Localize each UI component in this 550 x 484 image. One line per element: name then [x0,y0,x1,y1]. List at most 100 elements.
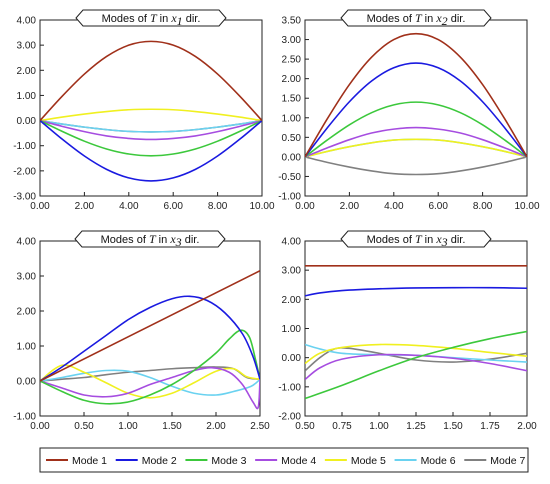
series-line-mode-3 [305,101,527,158]
y-tick-label: 0.50 [282,133,302,144]
y-tick-label: 1.00 [282,113,302,124]
y-tick-label: 4.00 [17,16,37,27]
legend: Mode 1 Mode 2 Mode 3 Mode 4 Mode 5 Mode 6 Mode… [39,447,529,473]
title-tag [74,230,226,248]
chart-title: Modes of T in x3 dir. [340,230,492,249]
y-tick-label: -1.00 [278,192,301,203]
y-tick-label: -2.00 [278,412,301,423]
title-tag [340,9,492,27]
series-line-mode-1 [305,32,527,158]
chart-title: Modes of T in x2 dir. [340,9,492,28]
series-line-mode-2 [40,119,262,182]
series-line-mode-5 [40,364,260,399]
y-tick-label: 2.00 [17,307,37,318]
y-tick-label: 0.00 [17,377,37,388]
title-tag [75,9,227,27]
x-tick-label: 6.00 [163,201,183,212]
y-tick-label: 1.50 [282,94,302,105]
y-tick-label: 1.00 [282,324,302,335]
y-tick-label: 0.00 [17,116,37,127]
x-tick-label: 0.50 [295,421,315,432]
title-tag [340,230,492,248]
x-tick-label: 0.00 [295,201,315,212]
plot-frame [304,19,528,197]
x-tick-label: 0.00 [30,201,50,212]
y-tick-label: -2.00 [13,166,36,177]
series-line-mode-5 [305,343,527,365]
chart-title-text: Modes of T in x3 dir. [367,232,466,249]
x-tick-label: 1.25 [406,421,426,432]
y-tick-label: -1.00 [278,382,301,393]
x-tick-label: 8.00 [208,201,228,212]
y-tick-label: 3.00 [282,266,302,277]
series-line-mode-7 [305,346,527,372]
x-tick-label: 8.00 [473,201,493,212]
series-line-mode-5 [40,108,262,122]
y-tick-label: -1.00 [13,141,36,152]
chart-title: Modes of T in x1 dir. [75,9,227,28]
x-tick-label: 6.00 [428,201,448,212]
series-lines [40,40,262,182]
series-line-mode-2 [305,286,527,297]
chart-panels: 0.00 2.00 4.00 6.00 8.00 10.00 -3.00 -2.00 -1.00… [13,9,540,432]
legend-label: Mode 4 [281,455,316,467]
legend-item-mode-1: Mode 1 [46,455,107,467]
y-tick-label: 3.50 [282,16,302,27]
x-tick-label: 2.00 [206,421,226,432]
legend-label: Mode 6 [421,455,456,467]
y-tick-label: 4.00 [282,237,302,248]
x-tick-label: 1.50 [162,421,182,432]
x-tick-label: 1.75 [480,421,500,432]
y-tick-label: 3.00 [17,41,37,52]
y-tick-label: 0.00 [282,353,302,364]
series-line-mode-1 [40,40,262,122]
x-tick-label: 2.00 [75,201,95,212]
legend-item-mode-5: Mode 5 [324,455,386,467]
chart-title-text: Modes of T in x2 dir. [367,11,466,28]
series-line-mode-2 [40,295,260,382]
y-tick-label: 3.00 [17,272,37,283]
series-line-mode-3 [40,119,262,157]
series-lines [40,270,260,410]
legend-item-mode-4: Mode 4 [255,455,316,467]
chart-panel-3: 0.00 0.50 1.00 1.50 2.00 2.50-1.000.001.002.0… [13,230,270,432]
legend-item-mode-6: Mode 6 [394,455,456,467]
y-tick-label: 3.00 [282,35,302,46]
x-tick-label: 4.00 [384,201,404,212]
y-tick-label: 1.00 [17,342,37,353]
x-tick-label: 2.00 [517,421,537,432]
series-lines [305,32,527,176]
y-tick-label: 1.00 [17,91,37,102]
x-tick-label: 1.50 [443,421,463,432]
y-tick-label: 2.50 [282,55,302,66]
chart-panel-4: 0.50 0.75 1.00 1.25 1.50 1.75 2.00 -2.00 -1.00 0.… [278,230,537,432]
plot-frame [304,240,528,417]
series-line-mode-4 [305,353,527,381]
y-tick-label: -0.50 [278,172,301,183]
x-tick-label: 4.00 [119,201,139,212]
y-tick-label: 2.00 [17,66,37,77]
y-tick-label: 4.00 [17,237,37,248]
x-tick-label: 2.50 [250,421,270,432]
series-line-mode-2 [305,62,527,158]
legend-label: Mode 3 [211,455,246,467]
plot-frame [39,19,263,197]
legend-label: Mode 1 [72,455,107,467]
series-line-mode-6 [40,119,262,133]
y-tick-label: -1.00 [13,412,36,423]
x-tick-label: 10.00 [514,201,539,212]
legend-item-mode-3: Mode 3 [185,455,247,467]
y-tick-label: 2.00 [282,74,302,85]
series-line-mode-3 [305,330,527,400]
x-tick-label: 10.00 [249,201,274,212]
series-line-mode-7 [305,156,527,176]
legend-item-mode-2: Mode 2 [115,455,177,467]
series-line-mode-1 [40,270,260,382]
series-line-mode-4 [40,366,260,410]
legend-item-mode-7: Mode 7 [464,455,525,467]
x-tick-label: 1.00 [369,421,389,432]
chart-title: Modes of T in x3 dir. [74,230,226,249]
legend-label: Mode 2 [142,455,177,467]
y-tick-label: 0.00 [282,152,302,163]
